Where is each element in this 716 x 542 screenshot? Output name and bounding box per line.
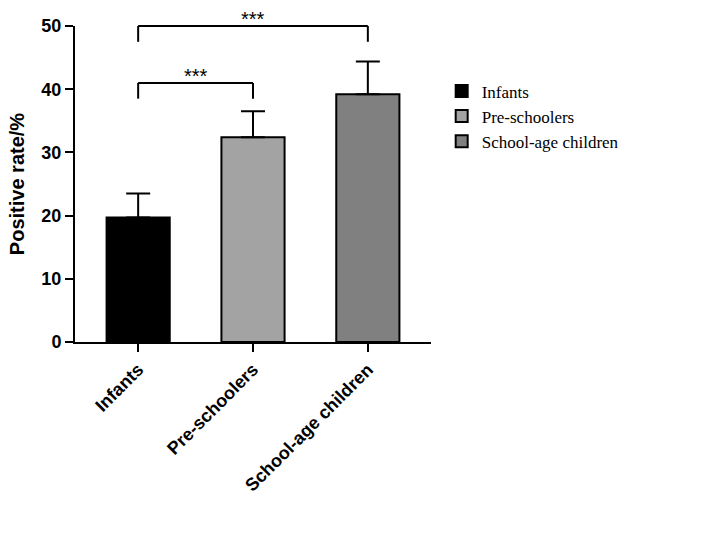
svg-text:School-age children: School-age children [241, 360, 377, 496]
svg-text:School-age children: School-age children [482, 133, 619, 152]
svg-text:20: 20 [41, 206, 61, 226]
svg-text:Positive rate/%: Positive rate/% [6, 113, 28, 256]
svg-text:50: 50 [41, 16, 61, 36]
svg-text:40: 40 [41, 80, 61, 100]
svg-text:30: 30 [41, 143, 61, 163]
svg-text:Infants: Infants [482, 83, 529, 102]
svg-text:***: *** [241, 8, 265, 30]
svg-text:10: 10 [41, 269, 61, 289]
svg-text:Pre-schoolers: Pre-schoolers [482, 108, 575, 127]
svg-text:Pre-schoolers: Pre-schoolers [163, 360, 262, 459]
svg-text:Infants: Infants [91, 360, 147, 416]
svg-text:0: 0 [51, 332, 61, 352]
svg-text:***: *** [184, 65, 208, 87]
